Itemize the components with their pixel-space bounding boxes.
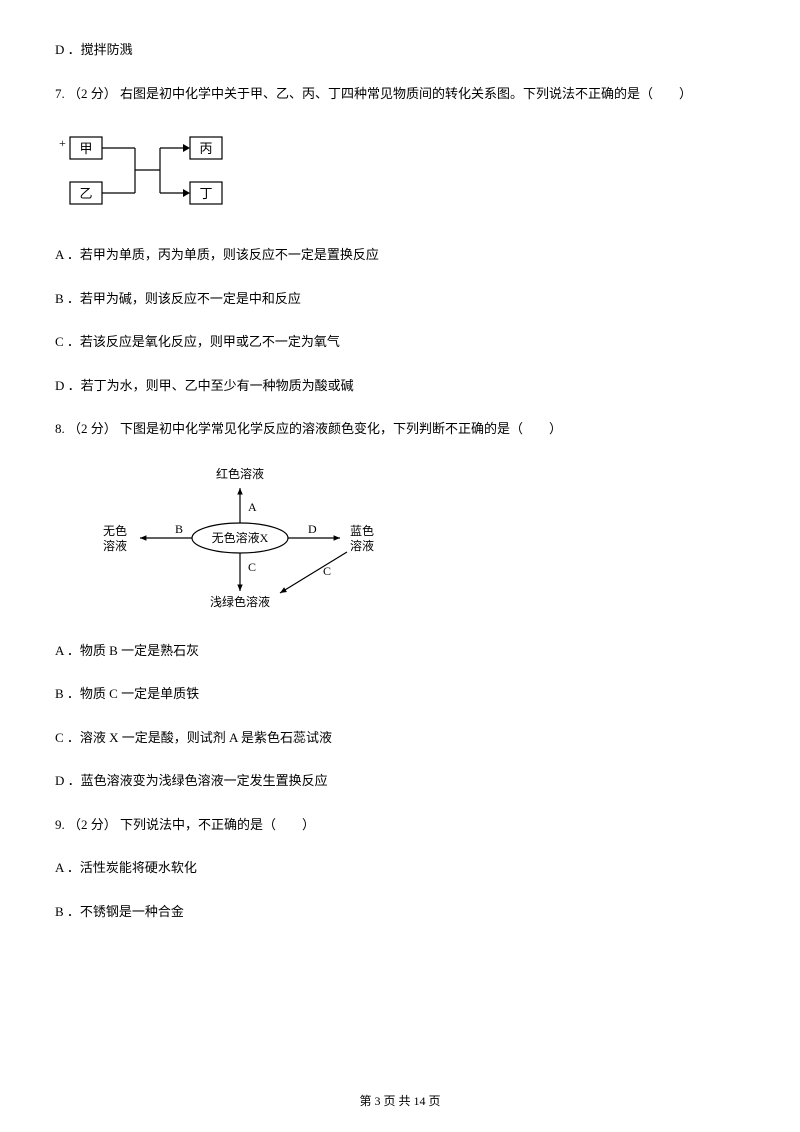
q8-option-a: A ．物质 B 一定是熟石灰 — [55, 641, 745, 661]
q9-option-a: A ．活性炭能将硬水软化 — [55, 858, 745, 878]
page-footer: 第 3 页 共 14 页 — [0, 1092, 800, 1110]
q8-option-c: C ．溶液 X 一定是酸，则试剂 A 是紫色石蕊试液 — [55, 728, 745, 748]
svg-text:B: B — [175, 522, 183, 536]
svg-text:D: D — [308, 522, 317, 536]
svg-text:C: C — [248, 560, 256, 574]
svg-text:甲: 甲 — [79, 141, 92, 156]
q7-diagram: + 甲乙 丙丁 — [55, 127, 745, 217]
q7-option-c: C ．若该反应是氧化反应，则甲或乙不一定为氧气 — [55, 332, 745, 352]
question-9-text: 9. （2 分） 下列说法中，不正确的是（ ） — [55, 815, 745, 835]
svg-text:丙: 丙 — [199, 141, 212, 156]
svg-text:A: A — [248, 500, 257, 514]
svg-text:浅绿色溶液: 浅绿色溶液 — [210, 594, 270, 609]
q7-option-a: A ．若甲为单质，丙为单质，则该反应不一定是置换反应 — [55, 245, 745, 265]
svg-text:溶液: 溶液 — [103, 538, 127, 553]
svg-text:C: C — [323, 564, 331, 578]
svg-text:无色溶液X: 无色溶液X — [212, 530, 269, 545]
q7-option-b: B ．若甲为碱，则该反应不一定是中和反应 — [55, 289, 745, 309]
svg-text:溶液: 溶液 — [350, 538, 374, 553]
svg-text:红色溶液: 红色溶液 — [216, 466, 264, 481]
svg-text:蓝色: 蓝色 — [350, 524, 374, 538]
question-8-text: 8. （2 分） 下图是初中化学常见化学反应的溶液颜色变化，下列判断不正确的是（… — [55, 419, 745, 439]
svg-text:乙: 乙 — [79, 186, 92, 201]
q9-option-b: B ．不锈钢是一种合金 — [55, 902, 745, 922]
svg-text:丁: 丁 — [199, 186, 212, 201]
q8-diagram: 无色溶液X红色溶液A无色溶液B蓝色溶液D浅绿色溶液CC — [95, 463, 745, 613]
q7-option-d: D ．若丁为水，则甲、乙中至少有一种物质为酸或碱 — [55, 376, 745, 396]
svg-text:+: + — [59, 136, 66, 150]
svg-text:无色: 无色 — [103, 524, 127, 538]
prev-option-d: D ．搅拌防溅 — [55, 40, 745, 60]
question-7-text: 7. （2 分） 右图是初中化学中关于甲、乙、丙、丁四种常见物质间的转化关系图。… — [55, 84, 745, 104]
q8-option-b: B ．物质 C 一定是单质铁 — [55, 684, 745, 704]
q8-option-d: D ．蓝色溶液变为浅绿色溶液一定发生置换反应 — [55, 771, 745, 791]
